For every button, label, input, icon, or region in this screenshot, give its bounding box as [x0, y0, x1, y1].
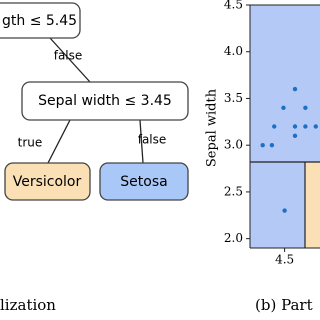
y-tick-label: 2.5	[224, 184, 243, 198]
y-axis-label: Sepal width	[205, 88, 220, 167]
tree-node	[21, 81, 189, 121]
tree-edge	[49, 37, 91, 83]
point	[292, 86, 298, 92]
leaf-label: Setosa	[120, 174, 167, 190]
y-tick-label: 4.5	[224, 0, 243, 12]
y-tick-label: 3.5	[224, 91, 243, 105]
tree-node	[0, 2, 81, 39]
node-label: Sepal width ≤ 3.45	[38, 93, 172, 109]
point	[313, 124, 318, 129]
point	[282, 208, 287, 213]
point	[269, 142, 275, 148]
point	[303, 105, 308, 111]
point	[272, 124, 277, 129]
y-tick-label: 3.0	[224, 138, 243, 152]
caption: lization	[0, 296, 56, 314]
point	[292, 133, 298, 139]
y-tick-label: 2.0	[224, 231, 243, 245]
point	[281, 105, 286, 111]
y-tick-label: 4.0	[224, 44, 243, 58]
tree-edge	[139, 119, 144, 164]
caption: (b) Part	[255, 296, 313, 314]
x-tick-label: 4.5	[275, 253, 294, 267]
point	[260, 142, 265, 148]
edge-label: false	[54, 49, 83, 63]
node-label: gth ≤ 5.45	[2, 13, 77, 29]
region	[305, 162, 320, 248]
leaf	[4, 162, 91, 201]
leaf	[99, 162, 189, 201]
edge-label: false	[138, 133, 167, 147]
point	[292, 124, 298, 129]
leaf-label: Versicolor	[13, 174, 82, 190]
edge-label: true	[18, 136, 43, 150]
point	[303, 124, 308, 129]
tree-edge	[47, 119, 71, 164]
